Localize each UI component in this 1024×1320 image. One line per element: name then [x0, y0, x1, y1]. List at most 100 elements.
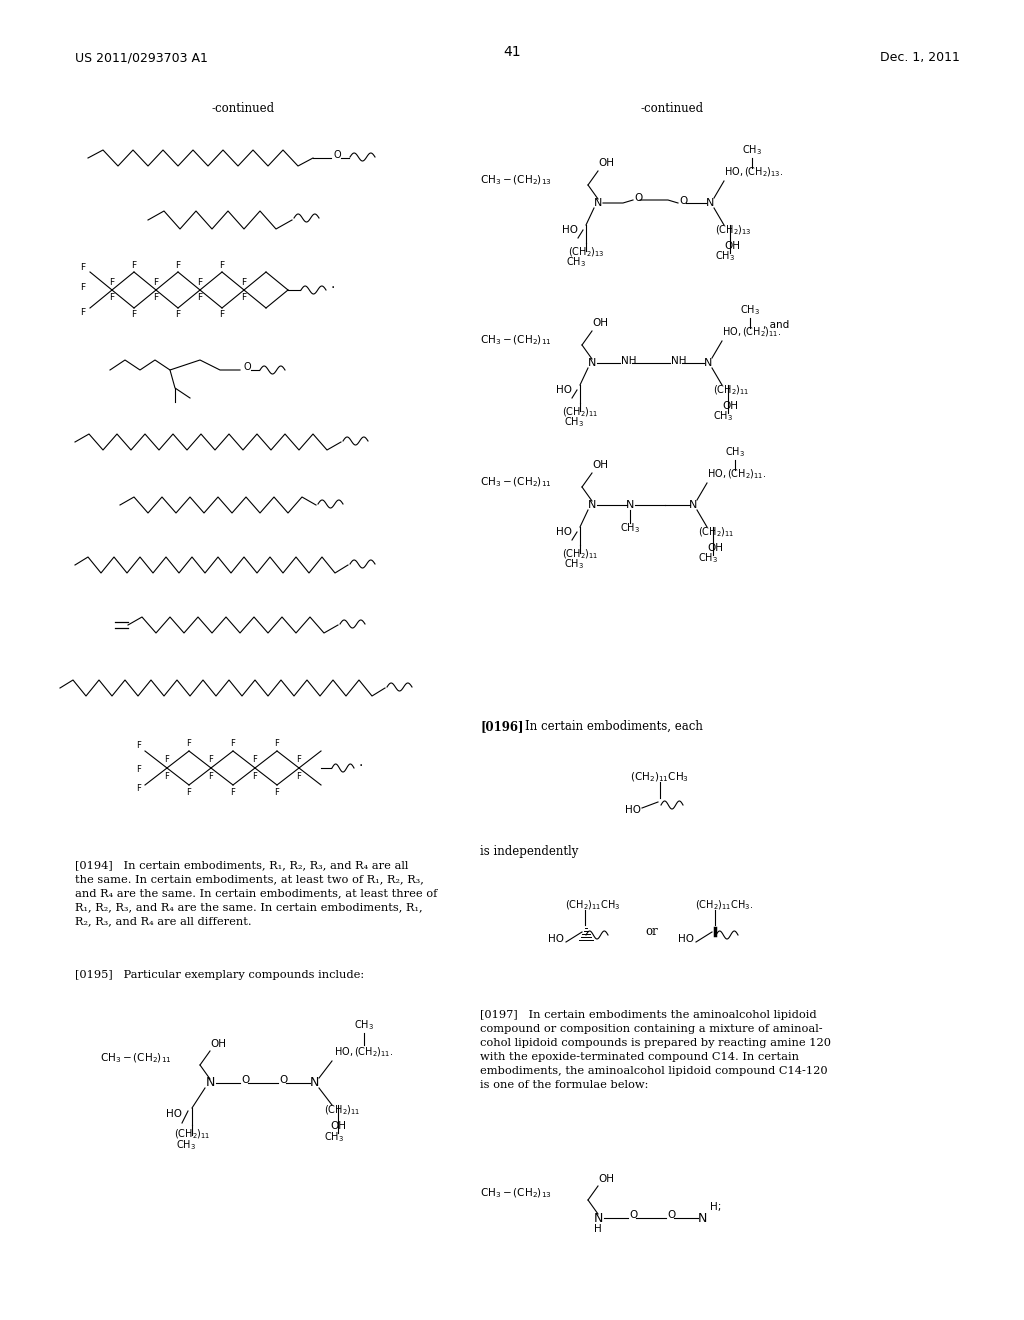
- Text: $\mathregular{CH_3}$: $\mathregular{CH_3}$: [698, 550, 718, 565]
- Text: F: F: [136, 766, 141, 774]
- Text: F: F: [186, 739, 191, 748]
- Text: $\mathregular{(CH_2)_{11}CH_3.}$: $\mathregular{(CH_2)_{11}CH_3.}$: [695, 898, 754, 912]
- Text: $\mathregular{CH_3}$: $\mathregular{CH_3}$: [354, 1018, 374, 1032]
- Text: F: F: [154, 279, 159, 286]
- Text: US 2011/0293703 A1: US 2011/0293703 A1: [75, 51, 208, 65]
- Text: $\mathregular{(CH_2)_{11}}$: $\mathregular{(CH_2)_{11}}$: [698, 525, 734, 539]
- Text: In certain embodiments, each: In certain embodiments, each: [525, 719, 702, 733]
- Text: F: F: [297, 755, 301, 764]
- Text: HO: HO: [562, 224, 578, 235]
- Text: 41: 41: [503, 45, 521, 59]
- Text: $\mathregular{CH_3-(CH_2)_{11}}$: $\mathregular{CH_3-(CH_2)_{11}}$: [480, 333, 552, 347]
- Text: $\mathregular{(CH_2)_{13}}$: $\mathregular{(CH_2)_{13}}$: [567, 246, 604, 259]
- Text: N: N: [703, 358, 712, 368]
- Text: O: O: [667, 1210, 675, 1220]
- Text: .: .: [359, 755, 364, 770]
- Text: $\mathregular{HO,(CH_2)_{11}.}$: $\mathregular{HO,(CH_2)_{11}.}$: [707, 467, 767, 480]
- Text: OH: OH: [592, 318, 608, 327]
- Text: $\mathregular{CH_3-(CH_2)_{11}}$: $\mathregular{CH_3-(CH_2)_{11}}$: [100, 1051, 172, 1065]
- Text: F: F: [274, 739, 280, 748]
- Text: $\mathregular{(CH_2)_{11}}$: $\mathregular{(CH_2)_{11}}$: [713, 383, 750, 397]
- Text: , and: , and: [763, 319, 790, 330]
- Text: $\mathregular{HO,(CH_2)_{11}.}$: $\mathregular{HO,(CH_2)_{11}.}$: [722, 326, 781, 339]
- Text: $\mathregular{(CH_2)_{13}}$: $\mathregular{(CH_2)_{13}}$: [715, 223, 752, 236]
- Text: OH: OH: [330, 1121, 346, 1131]
- Text: N: N: [689, 500, 697, 510]
- Text: $\mathregular{CH_3}$: $\mathregular{CH_3}$: [324, 1130, 344, 1144]
- Text: F: F: [297, 772, 301, 781]
- Text: N: N: [588, 358, 596, 368]
- Text: O: O: [634, 193, 642, 203]
- Text: $\mathregular{CH_3}$: $\mathregular{CH_3}$: [742, 143, 762, 157]
- Text: F: F: [242, 293, 247, 302]
- Text: HO: HO: [166, 1109, 182, 1119]
- Text: N: N: [588, 500, 596, 510]
- Text: [0195]   Particular exemplary compounds include:: [0195] Particular exemplary compounds in…: [75, 970, 365, 979]
- Text: F: F: [136, 784, 141, 793]
- Text: HO: HO: [678, 935, 694, 944]
- Text: .: .: [331, 277, 336, 290]
- Text: $\mathregular{CH_3}$: $\mathregular{CH_3}$: [176, 1138, 196, 1152]
- Text: F: F: [253, 772, 257, 781]
- Text: F: F: [253, 755, 257, 764]
- Text: $\mathregular{CH_3-(CH_2)_{13}}$: $\mathregular{CH_3-(CH_2)_{13}}$: [480, 1187, 552, 1200]
- Text: F: F: [219, 261, 224, 271]
- Text: NH: NH: [671, 356, 686, 366]
- Text: N: N: [593, 1212, 603, 1225]
- Text: F: F: [242, 279, 247, 286]
- Text: O: O: [241, 1074, 249, 1085]
- Text: $\mathregular{(CH_2)_{11}}$: $\mathregular{(CH_2)_{11}}$: [324, 1104, 360, 1117]
- Text: OH: OH: [598, 158, 614, 168]
- Text: or: or: [645, 925, 657, 939]
- Text: HO: HO: [556, 527, 572, 537]
- Text: N: N: [594, 198, 602, 209]
- Text: $\mathregular{CH_3-(CH_2)_{11}}$: $\mathregular{CH_3-(CH_2)_{11}}$: [480, 475, 552, 488]
- Text: F: F: [230, 788, 236, 797]
- Text: H: H: [594, 1224, 602, 1234]
- Text: F: F: [131, 310, 136, 319]
- Text: F: F: [274, 788, 280, 797]
- Text: N: N: [309, 1077, 318, 1089]
- Text: $\mathregular{HO,(CH_2)_{11}.}$: $\mathregular{HO,(CH_2)_{11}.}$: [334, 1045, 393, 1059]
- Text: F: F: [198, 279, 203, 286]
- Text: $\mathregular{CH_3}$: $\mathregular{CH_3}$: [566, 255, 586, 269]
- Text: $\mathregular{CH_3}$: $\mathregular{CH_3}$: [620, 521, 640, 535]
- Text: -continued: -continued: [211, 102, 274, 115]
- Text: OH: OH: [210, 1039, 226, 1049]
- Text: F: F: [80, 308, 85, 317]
- Text: F: F: [175, 261, 180, 271]
- Text: F: F: [80, 263, 85, 272]
- Text: OH: OH: [722, 401, 738, 411]
- Text: $\mathregular{(CH_2)_{11}CH_3}$: $\mathregular{(CH_2)_{11}CH_3}$: [630, 770, 689, 784]
- Text: N: N: [206, 1077, 215, 1089]
- Text: F: F: [165, 755, 169, 764]
- Text: $\mathregular{CH_3}$: $\mathregular{CH_3}$: [564, 414, 584, 429]
- Text: F: F: [165, 772, 169, 781]
- Text: F: F: [219, 310, 224, 319]
- Text: H;: H;: [710, 1203, 721, 1212]
- Text: N: N: [626, 500, 634, 510]
- Text: O: O: [279, 1074, 288, 1085]
- Text: O: O: [333, 150, 341, 160]
- Text: F: F: [230, 739, 236, 748]
- Text: $\mathregular{(CH_2)_{11}}$: $\mathregular{(CH_2)_{11}}$: [562, 405, 598, 418]
- Text: F: F: [154, 293, 159, 302]
- Text: Dec. 1, 2011: Dec. 1, 2011: [880, 51, 961, 65]
- Text: O: O: [679, 195, 687, 206]
- Text: OH: OH: [592, 459, 608, 470]
- Text: F: F: [209, 772, 213, 781]
- Text: $\mathregular{CH_3}$: $\mathregular{CH_3}$: [715, 249, 735, 263]
- Text: $\mathregular{(CH_2)_{11}}$: $\mathregular{(CH_2)_{11}}$: [174, 1127, 210, 1140]
- Text: $\mathregular{CH_3}$: $\mathregular{CH_3}$: [725, 445, 745, 459]
- Text: $\mathregular{CH_3}$: $\mathregular{CH_3}$: [713, 409, 733, 422]
- Text: [0196]: [0196]: [480, 719, 523, 733]
- Text: $\mathregular{CH_3}$: $\mathregular{CH_3}$: [564, 557, 584, 570]
- Text: O: O: [243, 362, 251, 372]
- Text: [0197]   In certain embodiments the aminoalcohol lipidoid
compound or compositio: [0197] In certain embodiments the aminoa…: [480, 1010, 831, 1090]
- Text: F: F: [136, 741, 141, 750]
- Text: O: O: [629, 1210, 637, 1220]
- Text: [0194]   In certain embodiments, R₁, R₂, R₃, and R₄ are all
the same. In certain: [0194] In certain embodiments, R₁, R₂, R…: [75, 861, 437, 927]
- Text: N: N: [697, 1212, 707, 1225]
- Text: OH: OH: [598, 1173, 614, 1184]
- Text: F: F: [209, 755, 213, 764]
